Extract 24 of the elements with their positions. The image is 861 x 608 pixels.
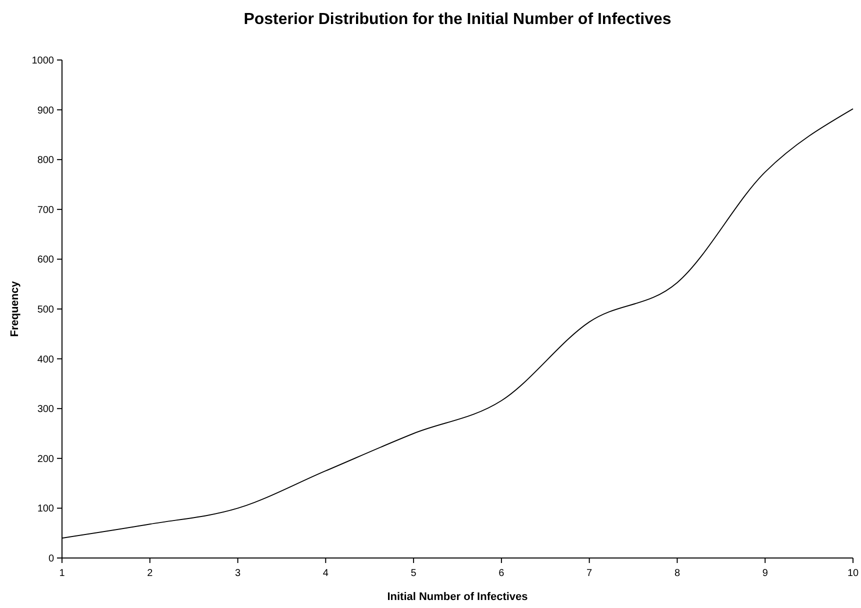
chart-title: Posterior Distribution for the Initial Number of Infectives (244, 11, 672, 28)
y-tick-label: 800 (37, 155, 54, 166)
y-tick-label: 400 (37, 354, 54, 366)
y-tick-label: 0 (48, 554, 54, 564)
x-tick-label: 8 (674, 568, 680, 579)
x-tick-label: 5 (410, 568, 417, 579)
x-tick-label: 1 (59, 568, 66, 579)
y-tick-label: 200 (37, 454, 54, 465)
x-tick-label: 9 (762, 568, 768, 579)
x-tick-label: 2 (147, 568, 154, 579)
x-tick-label: 6 (498, 568, 505, 579)
y-tick-label: 600 (37, 254, 54, 266)
y-tick-label: 700 (37, 204, 54, 216)
y-tick-label: 1000 (32, 56, 54, 66)
x-axis-title: Initial Number of Infectives (387, 591, 528, 603)
y-tick-label: 900 (37, 105, 54, 116)
x-tick-label: 4 (322, 568, 329, 579)
x-tick-label: 7 (586, 568, 593, 579)
x-tick-label: 3 (234, 568, 241, 579)
y-tick-label: 300 (37, 404, 54, 416)
y-tick-label: 500 (37, 304, 54, 316)
x-tick-label: 10 (847, 568, 859, 579)
y-axis-title: Frequency (9, 280, 21, 337)
y-tick-label: 100 (37, 504, 54, 515)
